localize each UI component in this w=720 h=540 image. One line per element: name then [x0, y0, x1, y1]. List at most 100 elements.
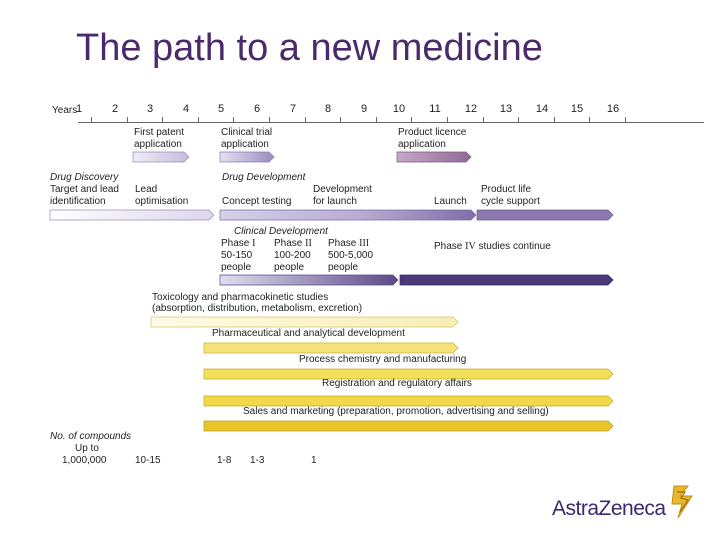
- year-tick: [554, 117, 555, 123]
- astrazeneca-logo-icon: [671, 485, 693, 519]
- year-label: 16: [606, 103, 620, 115]
- year-tick: [305, 117, 306, 123]
- optimisation-label: optimisation: [135, 196, 189, 207]
- process-chemistry-label: Process chemistry and manufacturing: [299, 354, 467, 365]
- phase-1-label: Phase I: [221, 238, 255, 250]
- phase-2-people-word: people: [274, 262, 305, 273]
- year-label: 13: [499, 103, 513, 115]
- year-label: 15: [570, 103, 584, 115]
- year-tick: [447, 117, 448, 123]
- pharmaceutical-label: Pharmaceutical and analytical developmen…: [212, 328, 405, 339]
- phase-3-number: III: [359, 238, 370, 249]
- concept-testing-label: Concept testing: [222, 196, 292, 207]
- year-label: 10: [392, 103, 406, 115]
- year-tick: [233, 117, 234, 123]
- product-licence-application-bar: [396, 151, 472, 163]
- phase-4-number: IV: [465, 241, 476, 252]
- first-patent-bar: [132, 151, 190, 163]
- year-label: 7: [289, 103, 297, 115]
- compounds-label: No. of compounds: [50, 431, 132, 442]
- year-tick: [340, 117, 341, 123]
- year-tick: [127, 117, 128, 123]
- drug-discovery-bar: [49, 209, 215, 221]
- year-tick: [518, 117, 519, 123]
- lead-label: Lead: [135, 184, 158, 195]
- clinical-development-label: Clinical Development: [234, 226, 328, 237]
- year-tick: [162, 117, 163, 123]
- compounds-1000000: 1,000,000: [62, 455, 107, 466]
- up-to-label: Up to: [75, 443, 99, 454]
- years-label: Years: [52, 105, 78, 116]
- year-axis-line: [78, 122, 704, 123]
- development-label: Development: [313, 184, 372, 195]
- registration-label: Registration and regulatory affairs: [322, 378, 472, 389]
- phase-2-word: Phase: [274, 238, 303, 249]
- first-patent-label-2: application: [134, 139, 182, 150]
- phase-2-number: II: [305, 238, 312, 249]
- compounds-1-3: 1-3: [250, 455, 265, 466]
- registration-bar: [203, 395, 614, 407]
- year-label: 8: [324, 103, 332, 115]
- cycle-support-label: cycle support: [481, 196, 540, 207]
- compounds-1-8: 1-8: [217, 455, 232, 466]
- phase-1-people: 50-150: [221, 250, 253, 261]
- year-tick: [269, 117, 270, 123]
- identification-label: identification: [50, 196, 106, 207]
- first-patent-label-1: First patent: [134, 127, 185, 138]
- astrazeneca-logo-text: AstraZeneca: [552, 497, 666, 520]
- drug-discovery-label: Drug Discovery: [50, 172, 119, 183]
- phase-3-word: Phase: [328, 238, 357, 249]
- phase-4-word: Phase: [434, 241, 463, 252]
- target-lead-label: Target and lead: [50, 184, 119, 195]
- phase-3-people: 500-5,000: [328, 250, 374, 261]
- toxicology-bar: [150, 316, 459, 328]
- phase-1-people-word: people: [221, 262, 252, 273]
- phase-3-label: Phase III: [328, 238, 369, 250]
- year-label: 12: [464, 103, 478, 115]
- year-label: 9: [360, 103, 368, 115]
- page-title: The path to a new medicine: [76, 27, 543, 69]
- year-label: 3: [146, 103, 154, 115]
- product-life-label: Product life: [481, 184, 532, 195]
- phase-4-label: Phase IV studies continue: [434, 241, 551, 253]
- clinical-trial-label-2: application: [221, 139, 269, 150]
- sales-marketing-label: Sales and marketing (preparation, promot…: [243, 406, 549, 417]
- toxicology-label-2: (absorption, distribution, metabolism, e…: [152, 303, 363, 314]
- drug-development-bar: [219, 209, 477, 221]
- phase-iv-bar: [399, 274, 614, 286]
- year-tick: [91, 117, 92, 123]
- pharmaceutical-development-bar: [203, 342, 459, 354]
- phase-2-label: Phase II: [274, 238, 312, 250]
- process-chemistry-bar: [203, 368, 614, 380]
- drug-development-label: Drug Development: [222, 172, 306, 183]
- clinical-trial-label-1: Clinical trial: [221, 127, 273, 138]
- clinical-development-bar: [219, 274, 399, 286]
- year-label: 2: [111, 103, 119, 115]
- launch-label: Launch: [434, 196, 467, 207]
- year-tick: [376, 117, 377, 123]
- sales-marketing-bar: [203, 420, 614, 432]
- year-tick: [411, 117, 412, 123]
- product-life-cycle-bar: [476, 209, 614, 221]
- phase-1-word: Phase: [221, 238, 250, 249]
- phase-4-rest: studies continue: [478, 241, 551, 252]
- compounds-1: 1: [311, 455, 317, 466]
- year-label: 14: [535, 103, 549, 115]
- for-launch-label: for launch: [313, 196, 357, 207]
- year-tick: [198, 117, 199, 123]
- phase-1-number: I: [252, 238, 256, 249]
- year-label: 4: [182, 103, 190, 115]
- year-tick: [589, 117, 590, 123]
- year-label: 5: [217, 103, 225, 115]
- year-label: 11: [429, 103, 441, 115]
- year-tick: [625, 117, 626, 123]
- year-label: 1: [75, 103, 83, 115]
- product-licence-label-2: application: [398, 139, 446, 150]
- year-label: 6: [253, 103, 261, 115]
- toxicology-label-1: Toxicology and pharmacokinetic studies: [152, 292, 329, 303]
- year-tick: [483, 117, 484, 123]
- phase-2-people: 100-200: [274, 250, 311, 261]
- clinical-trial-application-bar: [219, 151, 275, 163]
- product-licence-label-1: Product licence: [398, 127, 467, 138]
